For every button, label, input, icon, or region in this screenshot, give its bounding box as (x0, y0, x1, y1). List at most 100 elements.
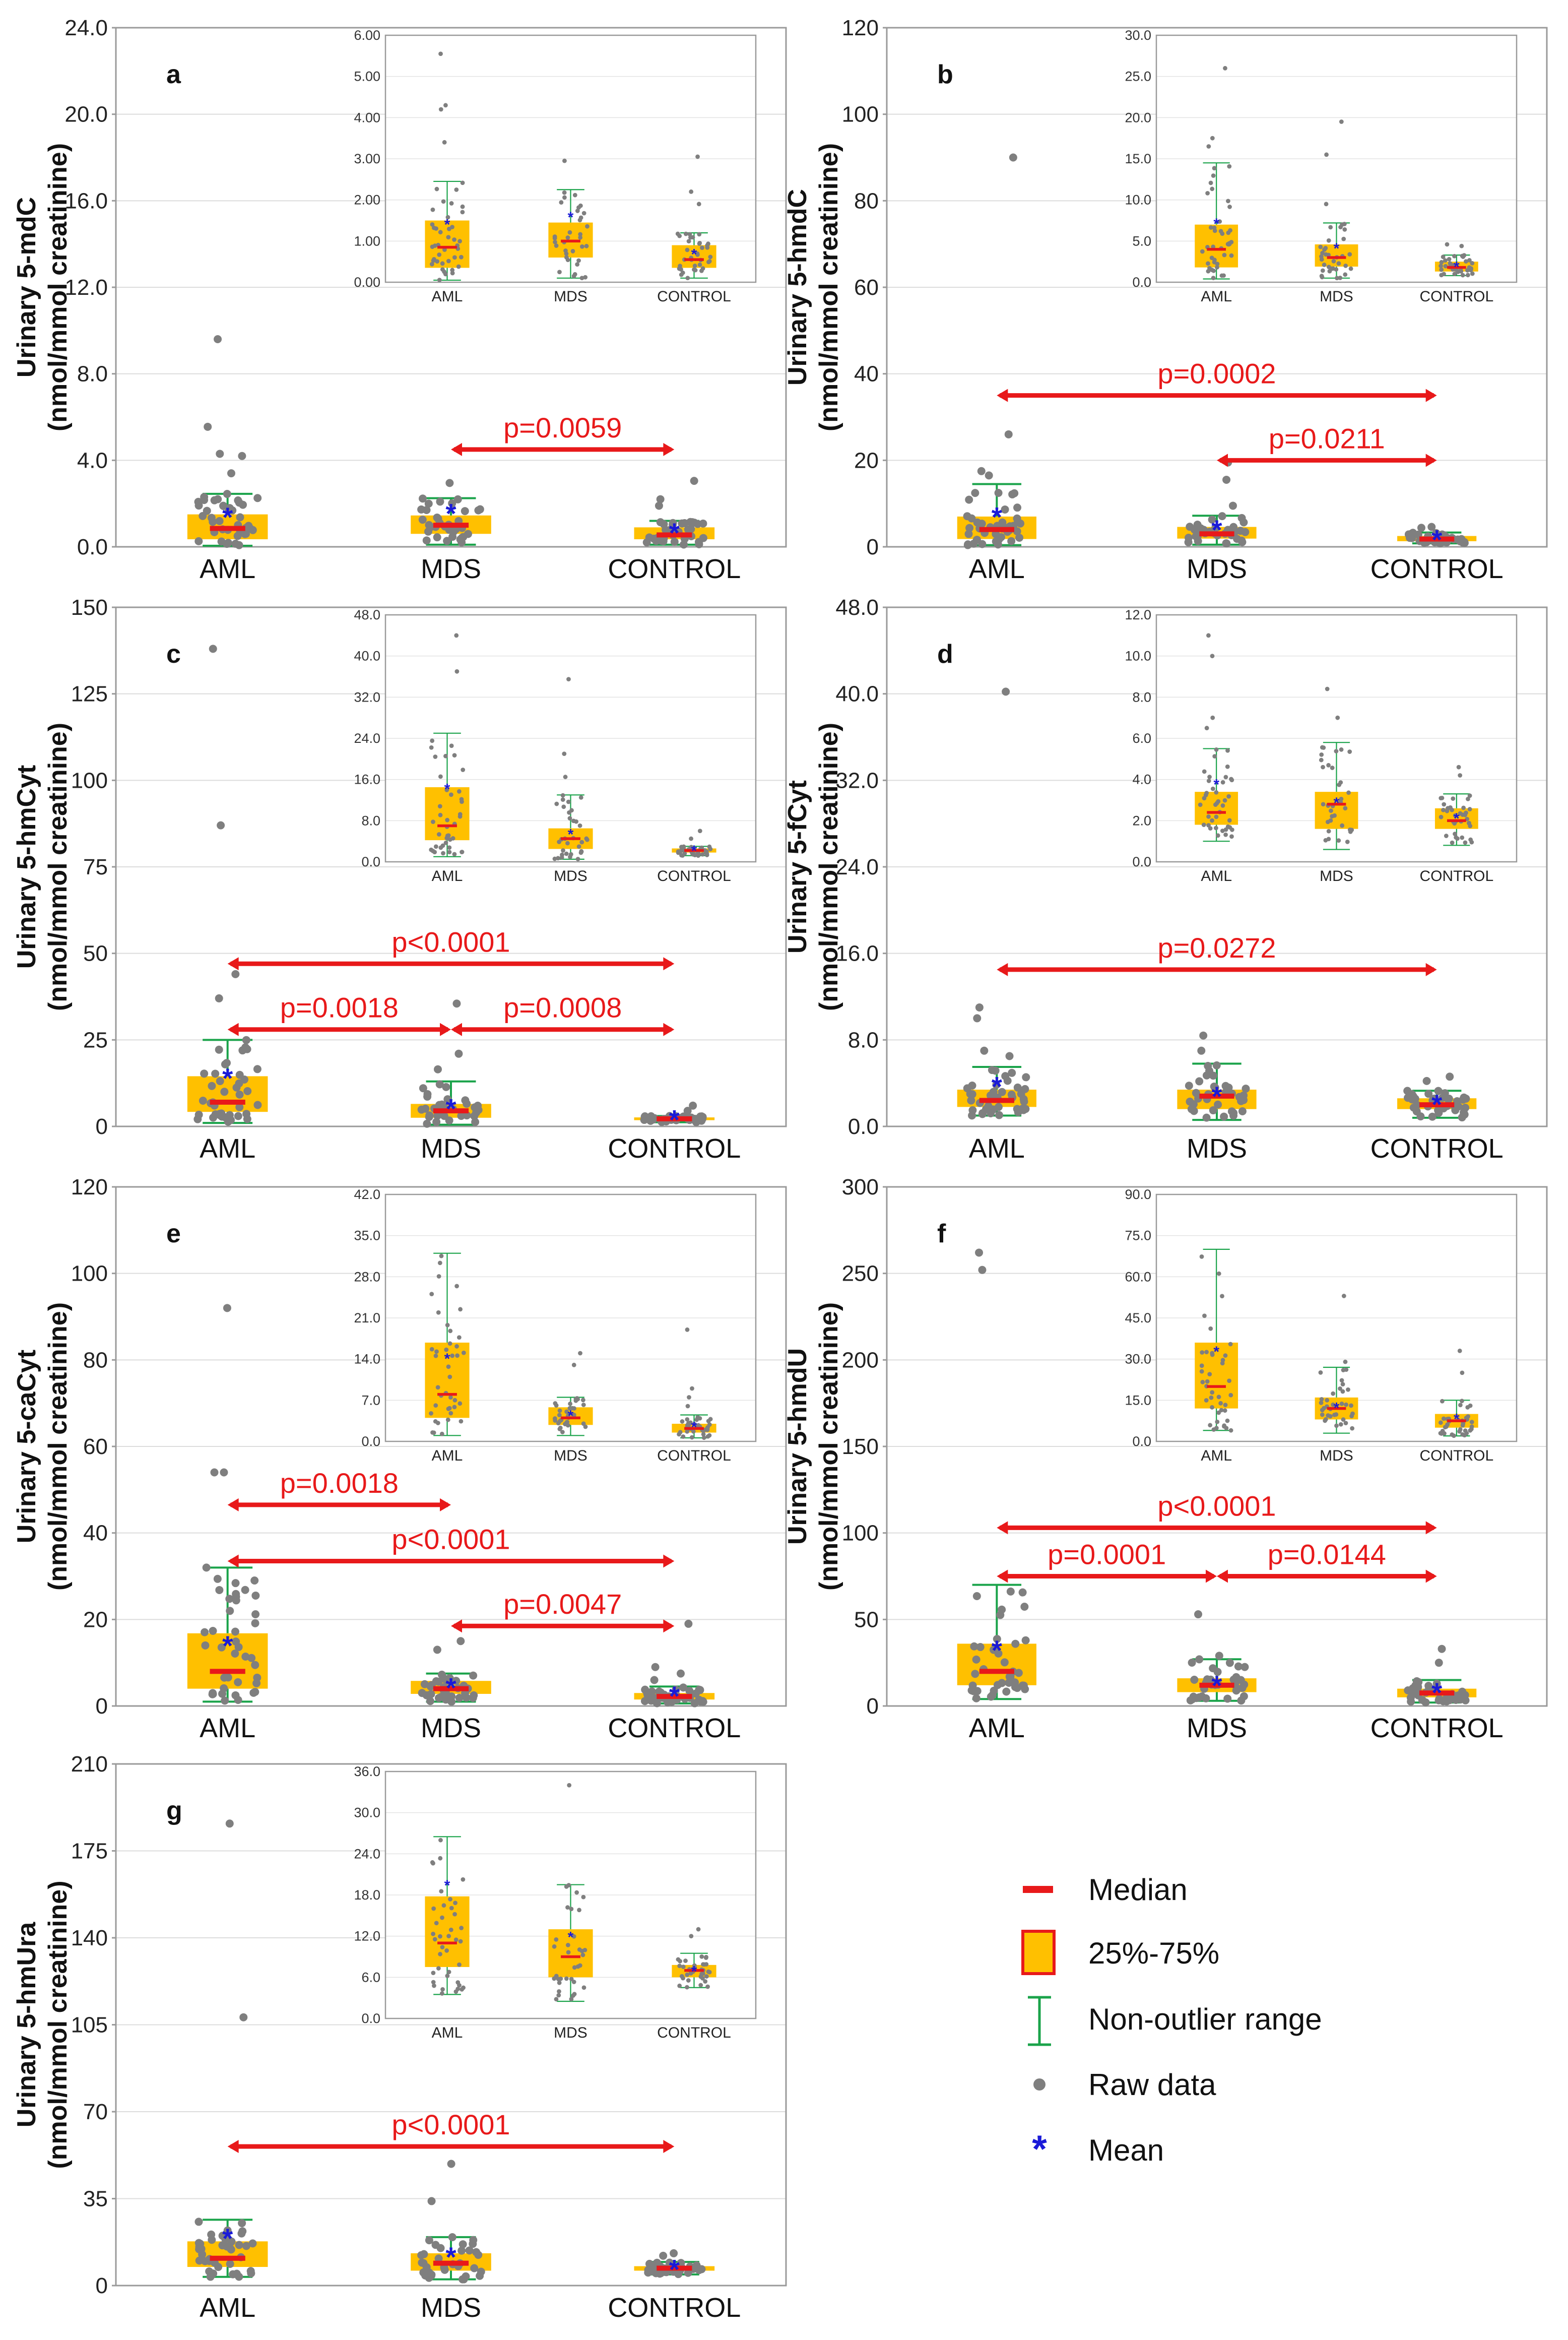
category-label: MDS (1187, 1133, 1247, 1164)
inset-y-tick-label: 30.0 (1125, 28, 1151, 43)
inset-raw-point (584, 243, 589, 248)
main-outlier-point (1194, 1610, 1203, 1619)
inset-raw-point (1205, 1379, 1210, 1384)
inset-group-aml: * (425, 633, 470, 857)
inset-group-aml: * (1195, 66, 1238, 280)
inset-raw-point (1215, 1419, 1220, 1424)
inset-raw-point (1320, 1412, 1325, 1417)
inset-y-tick-label: 18.0 (354, 1887, 380, 1903)
inset-group-control: * (1434, 242, 1478, 278)
inset-raw-point (584, 837, 590, 842)
y-tick-label: 12.0 (64, 275, 108, 300)
inset-y-tick-label: 60.0 (1125, 1269, 1151, 1284)
main-mean-mds: * (1211, 1670, 1222, 1701)
main-outlier-point (456, 1637, 465, 1646)
inset-raw-point (557, 1408, 562, 1413)
inset-raw-point (461, 1350, 466, 1355)
inset-raw-point (566, 1883, 571, 1887)
inset-raw-point (1442, 802, 1447, 807)
main-raw-point (1211, 1084, 1219, 1092)
inset-raw-point (581, 1403, 586, 1407)
inset-outlier-point (1324, 202, 1329, 207)
comparison-bracket: p=0.0211 (1217, 422, 1437, 467)
inset-raw-point (450, 268, 455, 273)
main-raw-point (1461, 1696, 1470, 1704)
inset-raw-point (1227, 205, 1232, 209)
inset-raw-point (560, 797, 565, 802)
inset-raw-point (460, 210, 465, 215)
inset-raw-point (557, 1413, 562, 1418)
inset-raw-point (1321, 765, 1325, 770)
inset-raw-point (1212, 166, 1217, 171)
inset-whisker-control (1443, 793, 1470, 846)
main-raw-point (987, 1692, 995, 1701)
inset-raw-point (1211, 173, 1216, 178)
main-median-aml (979, 1098, 1014, 1103)
inset-raw-point (1347, 749, 1352, 754)
category-label: AML (969, 554, 1025, 584)
main-median-mds (433, 1108, 469, 1114)
inset-raw-point (1331, 266, 1336, 271)
main-raw-point (1424, 1681, 1433, 1690)
category-label: AML (200, 554, 255, 584)
main-raw-point (1458, 1689, 1467, 1698)
inset-raw-point (707, 1422, 712, 1427)
comparison-arrow-left (997, 1521, 1008, 1535)
inset-y-tick-label: 5.00 (354, 69, 380, 84)
inset-outlier-point (1223, 66, 1227, 71)
inset-raw-point (583, 275, 588, 280)
inset-raw-point (566, 799, 571, 804)
main-raw-point (448, 2233, 456, 2241)
inset-raw-point (552, 856, 557, 861)
inset-frame (1155, 1193, 1518, 1442)
inset-median-aml (437, 245, 457, 249)
comparison-arrow-right (440, 1498, 451, 1511)
main-group-aml: * (957, 687, 1036, 1120)
y-tick-label: 40.0 (835, 682, 879, 707)
comparison-arrow-right (663, 2140, 675, 2153)
inset-raw-point (1469, 1420, 1474, 1424)
inset-raw-point (1204, 1398, 1209, 1403)
inset-raw-point (1442, 272, 1446, 277)
inset-raw-point (569, 1907, 574, 1912)
inset-raw-point (437, 1260, 442, 1266)
inset-raw-point (1226, 794, 1231, 799)
main-raw-point (208, 2236, 216, 2244)
inset-raw-point (692, 1422, 697, 1427)
y-tick-label: 8.0 (77, 362, 108, 387)
inset-raw-point (1467, 793, 1472, 798)
inset-raw-point (1229, 778, 1234, 783)
comparison-bracket: p<0.0001 (227, 926, 675, 971)
inset-raw-point (1223, 832, 1228, 837)
inset-median-mds (561, 239, 580, 243)
main-group-control: * (1397, 523, 1477, 555)
main-raw-point (434, 2254, 443, 2263)
inset-median-control (684, 1969, 704, 1972)
inset-raw-point (1344, 1367, 1349, 1372)
main-median-control (657, 2265, 692, 2271)
main-raw-point (218, 1112, 226, 1121)
main-group-mds: * (411, 1637, 491, 1706)
p-value-label: p=0.0059 (503, 412, 622, 444)
inset-raw-point (436, 1966, 441, 1971)
main-raw-point (1452, 1696, 1460, 1704)
main-raw-point (425, 2236, 433, 2245)
main-raw-point (1237, 1696, 1246, 1705)
inset-raw-point (429, 745, 434, 750)
main-outlier-point (651, 1663, 660, 1671)
inset-raw-point (429, 1411, 433, 1416)
inset-raw-point (692, 264, 697, 268)
inset-raw-point (576, 844, 581, 849)
main-mean-aml: * (222, 1630, 233, 1661)
inset-raw-point (576, 258, 581, 263)
main-raw-point (238, 2219, 246, 2228)
p-value-label: p=0.0018 (280, 992, 399, 1024)
inset-raw-point (1340, 1382, 1345, 1386)
inset-category-label: MDS (554, 2025, 587, 2041)
comparison-arrow-left (227, 2140, 239, 2153)
main-raw-point (643, 1689, 651, 1697)
main-raw-point (1214, 1100, 1222, 1109)
inset-raw-point (437, 804, 442, 809)
main-raw-point (1237, 1097, 1246, 1105)
p-value-label: p<0.0001 (1157, 1490, 1276, 1522)
